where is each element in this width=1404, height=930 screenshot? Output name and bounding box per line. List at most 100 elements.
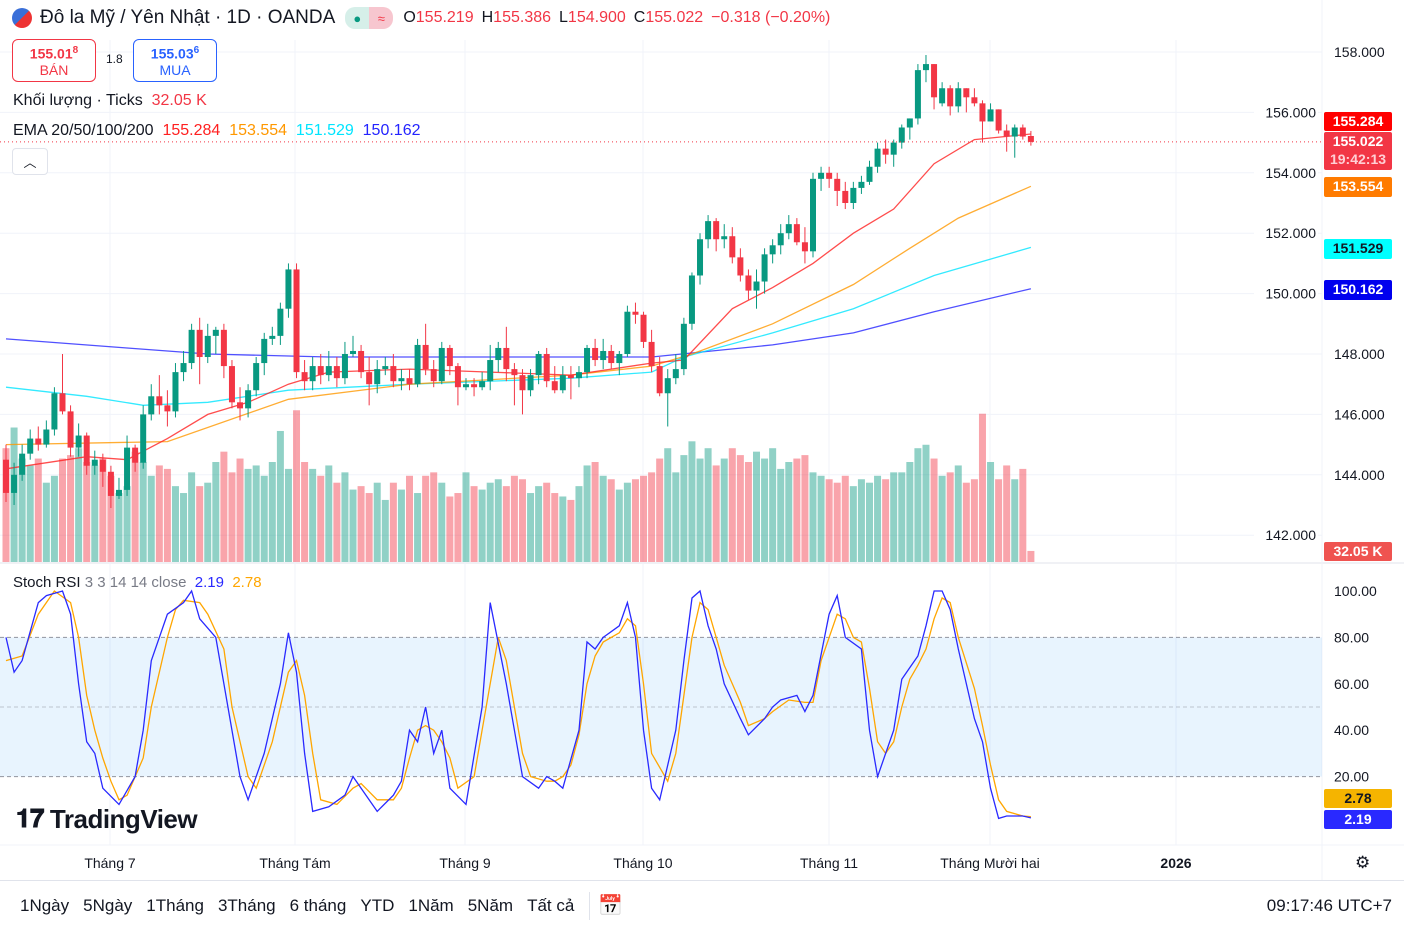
volume-bar xyxy=(720,458,728,562)
volume-bar xyxy=(559,496,567,562)
symbol-title[interactable]: Đô la Mỹ / Yên Nhật · 1D · OANDA xyxy=(40,7,336,28)
candle xyxy=(632,302,639,324)
candle-body xyxy=(680,323,687,370)
candle xyxy=(963,88,970,113)
candle xyxy=(19,444,26,481)
candle xyxy=(818,166,825,191)
timeframe-7[interactable]: 5Năm xyxy=(467,895,514,915)
sell-button[interactable]: 155.018 BÁN xyxy=(12,39,96,82)
candle-body xyxy=(705,221,712,240)
candle xyxy=(43,420,50,448)
candle xyxy=(898,124,905,149)
candle xyxy=(810,172,816,258)
stoch-rsi-legend[interactable]: Stoch RSI 3 3 14 14 close 2.19 2.78 xyxy=(13,574,262,591)
volume-bar xyxy=(987,462,995,562)
clock-timezone[interactable]: 09:17:46 UTC+7 xyxy=(1266,896,1392,915)
price-axis-label: 144.000 xyxy=(1334,467,1385,483)
volume-bar xyxy=(180,493,188,562)
candle-body xyxy=(269,335,276,339)
timeframe-5[interactable]: YTD xyxy=(360,895,395,915)
candle xyxy=(1003,124,1010,152)
candle-body xyxy=(608,350,615,364)
candle-body xyxy=(358,350,365,373)
ema20-badge-bg xyxy=(1324,112,1392,131)
candle-body xyxy=(1027,135,1034,142)
candle-body xyxy=(422,344,429,370)
candle-body xyxy=(382,366,389,370)
volume-bar xyxy=(268,462,276,562)
candle xyxy=(616,350,623,376)
candle xyxy=(35,426,42,451)
candle xyxy=(882,139,889,164)
candle-body xyxy=(132,447,139,463)
candle xyxy=(91,450,98,475)
collapse-legend-button[interactable]: ︿ xyxy=(12,148,48,175)
candle xyxy=(148,384,155,421)
ema50-line xyxy=(5,185,1032,446)
candle-body xyxy=(995,109,1002,131)
candle xyxy=(1019,124,1026,140)
price-axis-label-inset: 156.000 xyxy=(1254,103,1318,122)
candle xyxy=(406,369,413,391)
candle xyxy=(220,323,227,379)
stoch-axis-label: 20.00 xyxy=(1334,769,1369,785)
timeframe-3[interactable]: 3Tháng xyxy=(217,895,276,915)
candle-body xyxy=(793,224,800,243)
candle xyxy=(253,357,260,397)
candle-body xyxy=(939,88,946,104)
volume-bar xyxy=(171,486,179,562)
candle-body xyxy=(204,335,211,358)
volume-bar xyxy=(599,475,607,562)
candle xyxy=(1027,130,1034,146)
candle-body xyxy=(664,378,671,394)
timeframe-6[interactable]: 1Năm xyxy=(408,895,454,915)
candle xyxy=(664,369,671,427)
price-axis-label-bg xyxy=(1254,284,1318,303)
timeframe-2[interactable]: 1Tháng xyxy=(146,895,204,915)
volume-bar xyxy=(381,499,389,562)
candle-body xyxy=(487,360,494,382)
candle xyxy=(592,338,599,367)
volume-bar xyxy=(898,472,906,562)
candle-body xyxy=(462,384,469,388)
candle-body xyxy=(341,354,348,379)
volume-bar xyxy=(155,465,163,562)
volume-bar xyxy=(486,482,494,562)
date-range-calendar-icon[interactable]: 📅 xyxy=(598,895,624,917)
candle xyxy=(3,444,9,502)
price-axis-label-inset: 142.000 xyxy=(1254,526,1318,545)
volume-bar xyxy=(825,479,833,562)
ema-legend[interactable]: EMA 20/50/100/200 155.284 153.554 151.52… xyxy=(13,122,421,139)
volume-legend[interactable]: Khối lượng · Ticks 32.05 K xyxy=(13,92,207,109)
candle xyxy=(67,405,74,457)
volume-bar xyxy=(438,482,446,562)
timeframe-1[interactable]: 5Ngày xyxy=(83,895,133,915)
market-status[interactable]: ● ≈ xyxy=(345,7,394,29)
candle xyxy=(325,350,332,382)
candle xyxy=(188,323,195,370)
tradingview-logo[interactable]: 𝟏𝟕 TradingView xyxy=(16,803,198,834)
candle-body xyxy=(632,311,639,315)
volume-bar xyxy=(680,455,688,562)
volume-bar xyxy=(922,444,930,562)
volume-bar xyxy=(736,455,744,562)
timeframe-4[interactable]: 6 tháng xyxy=(289,895,347,915)
candle xyxy=(939,82,946,107)
candle xyxy=(890,139,897,167)
buy-button[interactable]: 155.036 MUA xyxy=(133,39,217,82)
settings-gear-icon[interactable]: ⚙ xyxy=(1355,853,1371,872)
timeframe-0[interactable]: 1Ngày xyxy=(20,895,70,915)
volume-bar xyxy=(648,472,656,562)
candle-body xyxy=(1003,130,1010,137)
stoch-k-badge-text: 2.19 xyxy=(1344,811,1371,827)
chart-canvas[interactable]: Tháng 7 Tháng Tám Tháng 9 Tháng 10 Tháng 11 T… xyxy=(0,0,1404,880)
volume-bar xyxy=(518,479,526,562)
candle-body xyxy=(914,70,921,119)
volume-bar xyxy=(18,458,26,562)
timeframe-8[interactable]: Tất cả xyxy=(527,895,575,915)
candle xyxy=(204,323,211,364)
candle-body xyxy=(124,447,131,490)
volume-bar xyxy=(631,479,639,562)
volume-bar xyxy=(583,465,591,562)
price-axis-label: 148.000 xyxy=(1334,346,1385,362)
